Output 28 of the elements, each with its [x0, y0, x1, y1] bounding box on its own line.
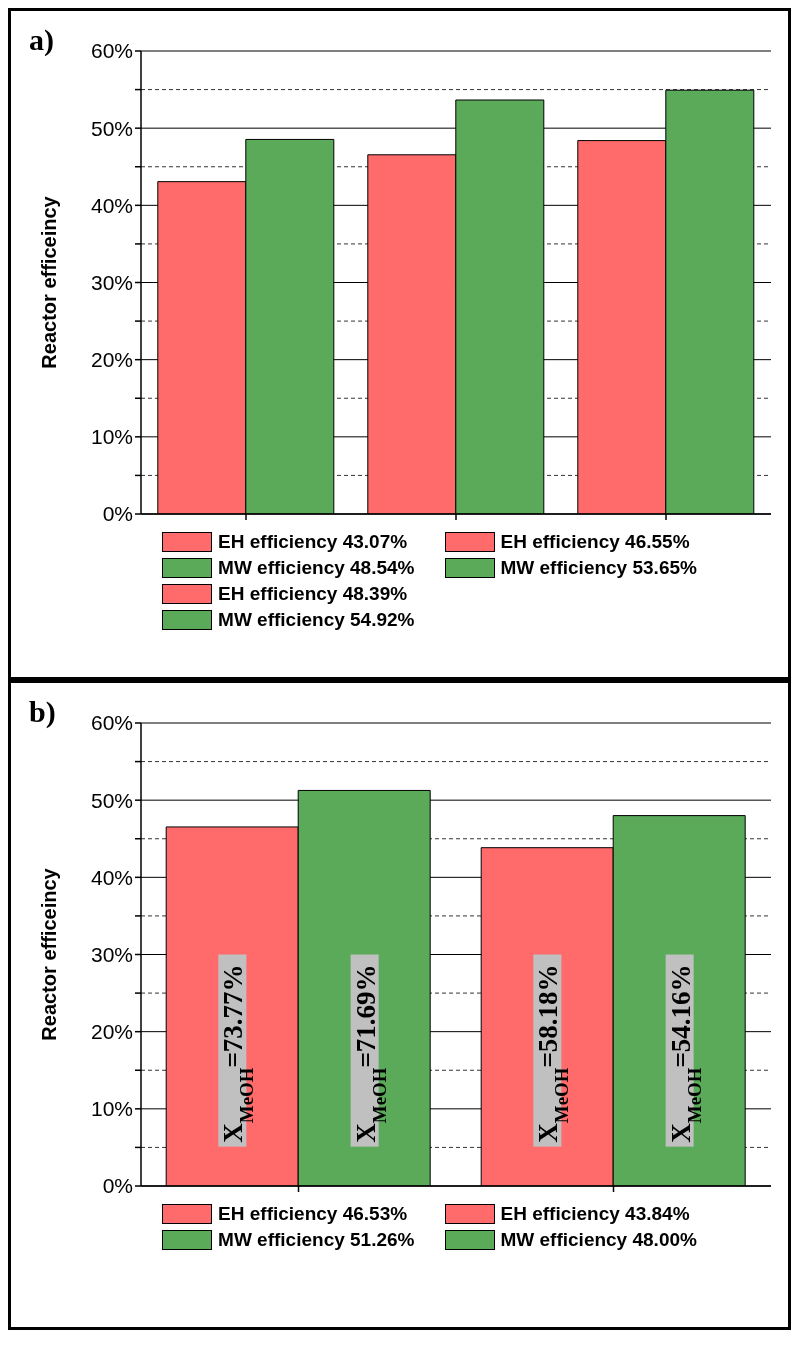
y-axis-title: Reactor efficeincy — [38, 195, 61, 369]
y-tick-label: 30% — [90, 942, 133, 966]
y-tick-label: 20% — [90, 1020, 133, 1044]
y-tick-label: 60% — [90, 39, 133, 63]
legend-label: MW efficiency 53.65% — [500, 557, 697, 579]
y-tick-label: 10% — [90, 425, 133, 449]
y-axis-title: Reactor efficeincy — [38, 867, 61, 1041]
y-tick-label: 40% — [90, 865, 133, 889]
legend-label: MW efficiency 51.26% — [218, 1229, 415, 1251]
chart-title: a) — [29, 23, 54, 57]
y-tick-label: 40% — [90, 193, 133, 217]
legend-label: EH efficiency 46.53% — [218, 1203, 408, 1225]
legend-label: MW efficiency 48.00% — [500, 1229, 697, 1251]
legend-label: MW efficiency 54.92% — [218, 609, 415, 631]
y-tick-label: 0% — [102, 502, 133, 526]
y-tick-label: 10% — [90, 1097, 133, 1121]
legend-label: EH efficiency 46.55% — [500, 531, 690, 553]
y-tick-label: 0% — [102, 1174, 133, 1198]
chart-title: b) — [29, 695, 56, 729]
legend-label: MW efficiency 48.54% — [218, 557, 415, 579]
legend-label: EH efficiency 48.39% — [218, 583, 408, 605]
y-tick-label: 30% — [90, 270, 133, 294]
legend-label: EH efficiency 43.84% — [500, 1203, 690, 1225]
y-tick-label: 50% — [90, 788, 133, 812]
y-tick-label: 60% — [90, 711, 133, 735]
y-tick-label: 20% — [90, 348, 133, 372]
y-tick-label: 50% — [90, 116, 133, 140]
legend-label: EH efficiency 43.07% — [218, 531, 408, 553]
